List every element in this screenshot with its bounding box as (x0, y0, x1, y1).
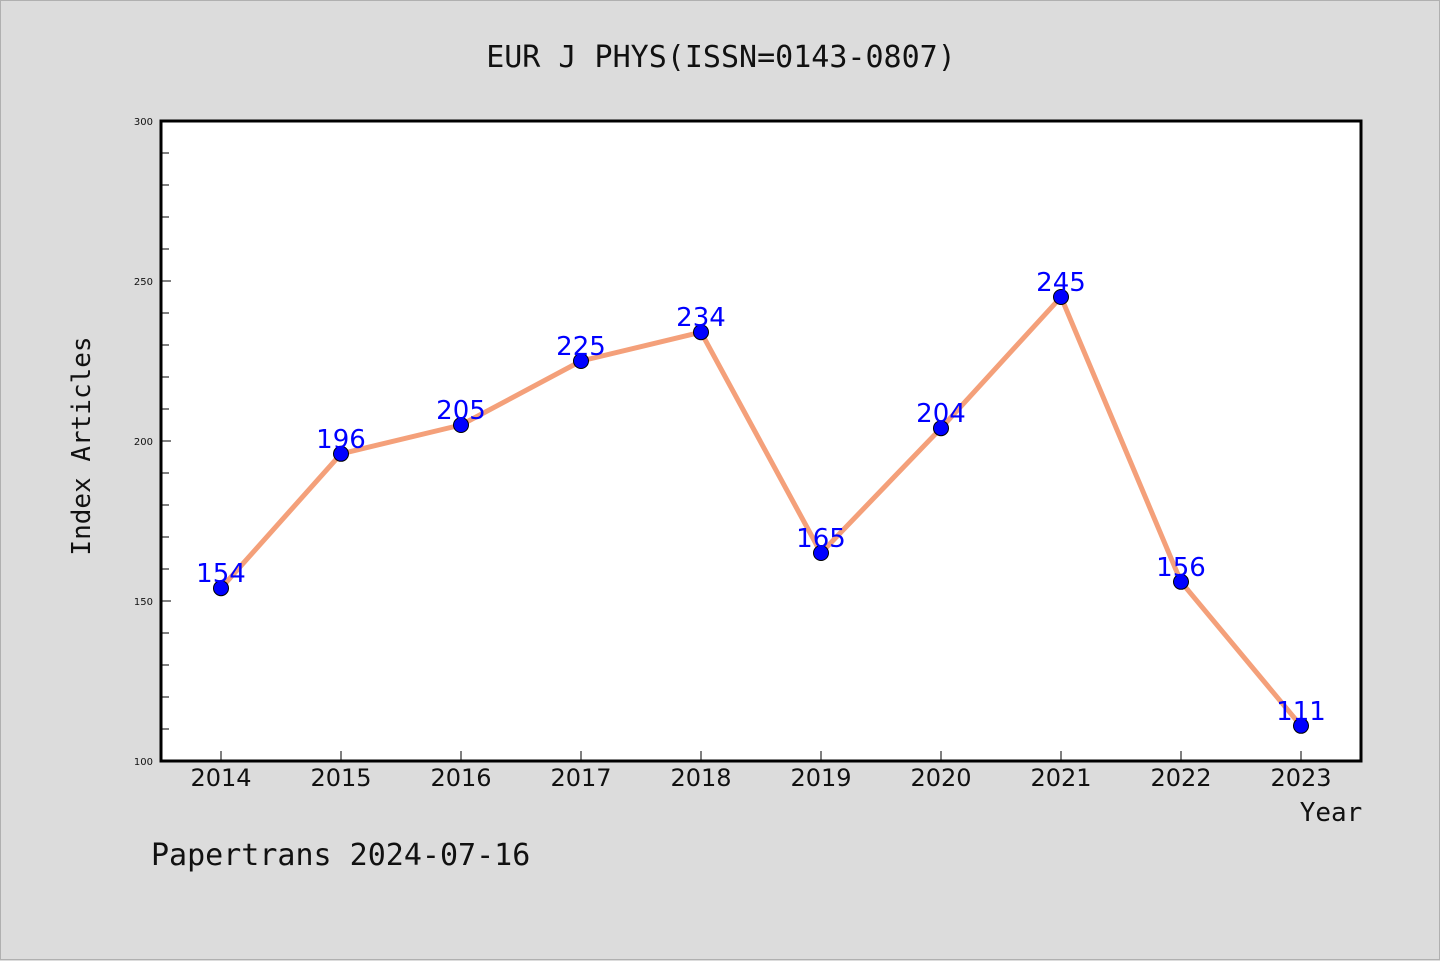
data-point (213, 580, 229, 597)
data-point (813, 545, 829, 561)
data-point (1173, 573, 1189, 590)
data-point (693, 324, 709, 341)
x-axis: 2014 2015 2016 2017 2018 2019 2020 2021 2022 2023 (190, 751, 1332, 792)
y-tick-label: 300 (134, 117, 153, 128)
data-point (1053, 289, 1069, 305)
data-label: 204 (916, 399, 966, 429)
y-axis-label: Index Articles (67, 336, 97, 555)
x-tick-label: 2020 (910, 764, 971, 792)
x-tick-label: 2018 (670, 764, 731, 792)
x-tick-label: 2015 (310, 764, 371, 792)
data-label: 156 (1156, 553, 1206, 583)
x-tick-label: 2023 (1270, 764, 1331, 792)
footer-text: Papertrans 2024-07-16 (151, 838, 530, 873)
data-point (573, 353, 589, 369)
data-point (333, 445, 349, 462)
y-tick-label: 150 (134, 597, 153, 608)
y-tick-label: 100 (134, 757, 153, 768)
data-label: 234 (676, 303, 726, 333)
y-axis: 100 150 200 250 300 (134, 117, 171, 768)
x-tick-label: 2019 (790, 764, 851, 792)
data-label: 245 (1036, 268, 1086, 298)
data-labels: 154 196 205 225 234 165 204 245 156 111 (196, 268, 1326, 727)
x-axis-label: Year (1300, 798, 1363, 828)
data-label: 225 (556, 332, 606, 362)
data-label: 196 (316, 425, 366, 455)
data-points (213, 289, 1309, 734)
x-tick-label: 2016 (430, 764, 491, 792)
x-tick-label: 2021 (1030, 764, 1091, 792)
data-label: 165 (796, 524, 846, 554)
data-label: 154 (196, 559, 246, 589)
x-tick-label: 2017 (550, 764, 611, 792)
data-point (933, 420, 949, 437)
data-point (453, 417, 469, 433)
x-tick-label: 2014 (190, 764, 251, 792)
x-tick-label: 2022 (1150, 764, 1211, 792)
series-line (219, 294, 1303, 728)
y-tick-label: 200 (134, 437, 153, 448)
data-point (1293, 717, 1309, 734)
y-tick-label: 250 (134, 277, 153, 288)
data-label: 205 (436, 396, 486, 426)
chart-title: EUR J PHYS(ISSN=0143-0807) (486, 40, 956, 75)
data-label: 111 (1276, 697, 1326, 727)
